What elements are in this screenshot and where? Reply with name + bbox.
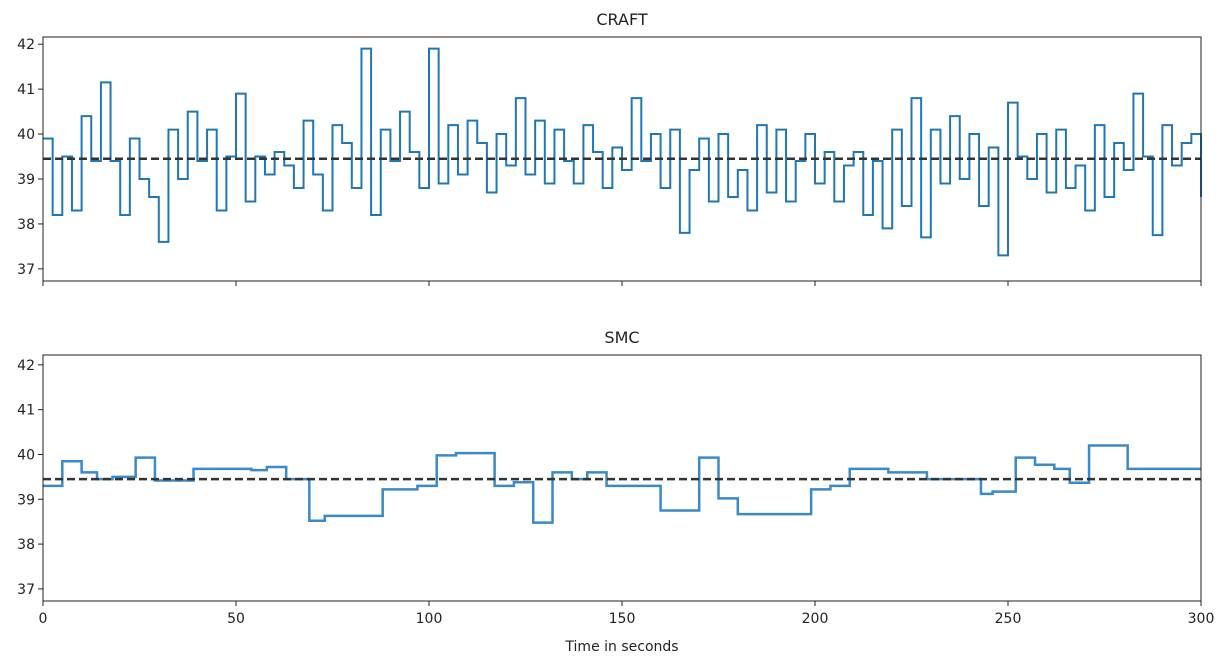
x-tick-label: 50: [227, 611, 245, 627]
y-tick-label: 39: [17, 492, 35, 508]
y-tick-label: 39: [17, 172, 35, 188]
y-tick-label: 42: [17, 358, 35, 374]
y-tick-label: 40: [17, 127, 35, 143]
x-tick-label: 200: [802, 611, 829, 627]
y-tick-label: 38: [17, 217, 35, 233]
x-tick-label: 300: [1188, 611, 1215, 627]
y-tick-label: 41: [17, 403, 35, 419]
subplot-title: SMC: [604, 328, 639, 347]
y-tick-label: 37: [17, 262, 35, 278]
x-tick-label: 250: [995, 611, 1022, 627]
x-axis-label: Time in seconds: [564, 639, 678, 655]
data-line: [43, 47, 1202, 257]
x-tick-label: 0: [39, 611, 48, 627]
data-line: [43, 444, 1201, 524]
y-tick-label: 40: [17, 447, 35, 463]
y-tick-label: 42: [17, 37, 35, 53]
subplot-title: CRAFT: [596, 10, 648, 29]
axes-frame: [42, 354, 1202, 602]
y-tick-label: 38: [17, 537, 35, 553]
y-tick-label: 37: [17, 582, 35, 598]
y-tick-label: 41: [17, 82, 35, 98]
axes-frame: [42, 36, 1202, 282]
x-tick-label: 100: [416, 611, 443, 627]
x-tick-label: 150: [609, 611, 636, 627]
